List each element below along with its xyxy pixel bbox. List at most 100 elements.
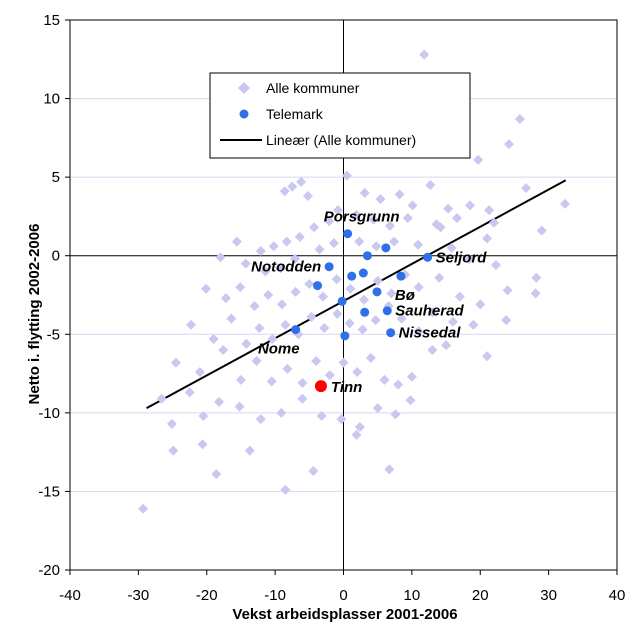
point-alle-kommuner [371, 241, 382, 252]
point-telemark [313, 281, 323, 291]
point-alle-kommuner [419, 49, 430, 60]
point-alle-kommuner [279, 186, 290, 197]
point-alle-kommuner [359, 294, 370, 305]
tick-labels-layer: -40 -30 -20 -10 0 10 20 30 40 -20 -15 -10 -5 0 5 10 15 [38, 12, 625, 604]
point-alle-kommuner [280, 319, 291, 330]
point-alle-kommuner [309, 222, 320, 233]
legend-label-linear: Lineær (Alle kommuner) [266, 132, 416, 148]
point-label: Notodden [251, 259, 321, 276]
point-alle-kommuner [365, 352, 376, 363]
point-label: Seljord [436, 249, 488, 266]
point-telemark [340, 331, 350, 341]
point-alle-kommuner [482, 233, 493, 244]
point-alle-kommuner [354, 236, 365, 247]
point-alle-kommuner [473, 154, 484, 165]
point-label: Porsgrunn [324, 209, 400, 226]
point-alle-kommuner [345, 283, 356, 294]
point-telemark [372, 287, 382, 297]
point-alle-kommuner [267, 334, 278, 344]
point-alle-kommuner [488, 217, 499, 228]
point-alle-kommuner [220, 293, 231, 304]
point-alle-kommuner [351, 209, 362, 220]
y-tick-label: -20 [38, 562, 60, 579]
point-alle-kommuner [290, 286, 301, 297]
point-alle-kommuner [441, 340, 452, 351]
point-alle-kommuner [328, 238, 339, 249]
point-alle-kommuner [372, 275, 383, 286]
point-alle-kommuner [255, 414, 266, 425]
point-alle-kommuner [255, 246, 266, 256]
point-alle-kommuner [251, 356, 262, 366]
point-alle-kommuner [311, 356, 322, 366]
point-alle-kommuner [306, 312, 317, 322]
point-alle-kommuner [186, 319, 197, 330]
y-tick-label: 10 [43, 91, 60, 108]
point-alle-kommuner [297, 378, 308, 388]
x-tick-label: 0 [339, 587, 347, 604]
point-alle-kommuner [427, 307, 438, 318]
point-alle-kommuner [308, 466, 319, 476]
point-alle-kommuner [249, 301, 260, 311]
point-alle-kommuner [384, 220, 395, 231]
point-telemark [324, 262, 334, 272]
point-telemark [381, 243, 391, 253]
point-alle-kommuner [446, 242, 457, 253]
point-alle-kommuner [138, 503, 149, 514]
point-alle-kommuner [282, 363, 293, 374]
point-alle-kommuner [405, 395, 416, 406]
point-alle-kommuner [316, 411, 327, 421]
point-alle-kommuner [197, 439, 208, 450]
point-telemark [382, 306, 392, 316]
point-alle-kommuner [375, 194, 386, 205]
point-alle-kommuner [434, 272, 445, 283]
point-alle-kommuner [324, 216, 335, 227]
point-telemark [347, 271, 357, 281]
x-tick-label: -20 [196, 587, 218, 604]
point-alle-kommuner [341, 170, 352, 181]
point-alle-kommuner [304, 279, 315, 289]
point-alle-kommuner [332, 308, 343, 319]
legend-circle-icon [239, 109, 249, 119]
point-alle-kommuner [502, 285, 513, 296]
point-alle-kommuner [514, 114, 525, 124]
trendline [146, 179, 567, 410]
legend-diamond-icon [238, 82, 250, 94]
point-telemark [358, 268, 368, 278]
point-telemark [423, 252, 433, 262]
point-alle-kommuner [390, 409, 401, 420]
point-alle-kommuner [231, 236, 242, 247]
point-alle-kommuner [393, 379, 404, 390]
point-alle-kommuner [359, 187, 370, 198]
point-alle-kommuner [464, 200, 475, 211]
point-alle-kommuner [208, 334, 219, 344]
point-telemark [362, 251, 372, 261]
point-alle-kommuner [402, 213, 413, 223]
point-alle-kommuner [406, 371, 417, 382]
x-tick-label: 30 [540, 587, 557, 604]
point-alle-kommuner [241, 338, 252, 349]
point-alle-kommuner [464, 253, 475, 264]
point-alle-kommuner [215, 252, 226, 263]
point-telemark [360, 307, 370, 317]
point-alle-kommuner [235, 374, 246, 385]
points-layer [138, 49, 571, 514]
x-tick-label: -30 [128, 587, 150, 604]
point-alle-kommuner [484, 205, 495, 216]
point-label: Nissedal [399, 325, 462, 342]
point-alle-kommuner [413, 239, 424, 250]
point-alle-kommuner [226, 313, 237, 324]
point-alle-kommuner [530, 288, 541, 299]
point-alle-kommuner [338, 357, 349, 368]
point-label: Tinn [331, 379, 362, 396]
x-tick-label: -10 [264, 587, 286, 604]
point-alle-kommuner [276, 407, 287, 418]
point-alle-kommuner [560, 198, 571, 209]
point-alle-kommuner [302, 191, 313, 201]
point-alle-kommuner [260, 266, 271, 277]
point-alle-kommuner [454, 291, 465, 302]
point-alle-kommuner [275, 263, 286, 274]
point-alle-kommuner [168, 445, 179, 456]
point-tinn [314, 380, 327, 393]
point-label: Sauherad [395, 303, 464, 320]
x-tick-label: 10 [404, 587, 421, 604]
